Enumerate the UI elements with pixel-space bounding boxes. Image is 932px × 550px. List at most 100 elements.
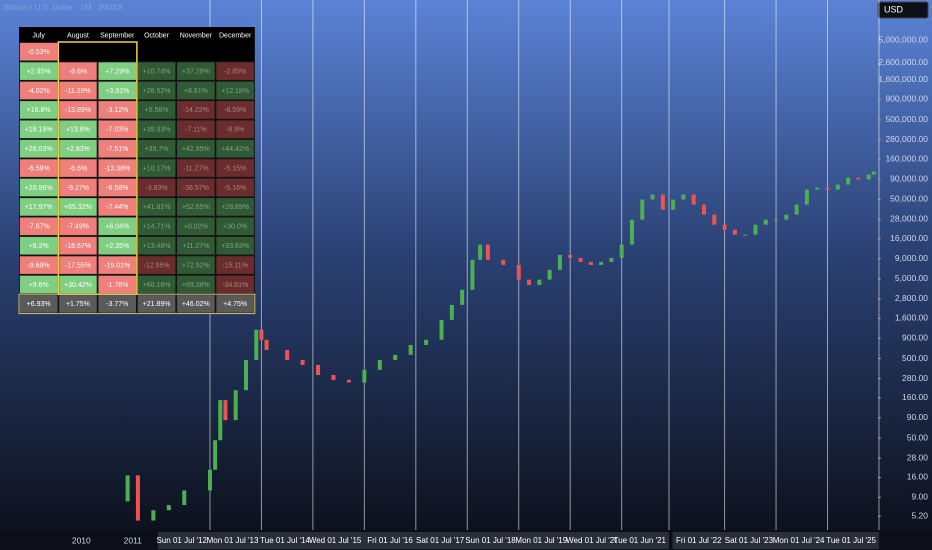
- cell-value: +2.95%: [27, 68, 51, 75]
- table-header: September: [100, 32, 135, 39]
- date-label: Tue 01 Jul '14: [260, 536, 310, 545]
- table-cell: [176, 197, 216, 217]
- candle: [166, 505, 171, 511]
- candle: [774, 219, 779, 221]
- y-tick-label: 2,800.00: [895, 293, 928, 303]
- cell-value: +28.69%: [221, 204, 249, 211]
- table-cell: [215, 274, 255, 295]
- x-tick-label: 2011: [124, 535, 143, 545]
- table-header: October: [144, 32, 170, 39]
- candle: [516, 264, 521, 280]
- table-cell: [215, 216, 255, 236]
- cell-value: -4.02%: [28, 88, 50, 95]
- currency[interactable]: USD: [884, 4, 904, 14]
- candle: [439, 319, 444, 340]
- candle: [609, 257, 614, 262]
- cell-value: -9.69%: [28, 262, 50, 269]
- candle: [501, 259, 506, 265]
- candle: [866, 174, 871, 180]
- date-label: Mon 01 Jul '24: [773, 536, 825, 545]
- table-cell: [215, 100, 255, 120]
- date-label-box: [672, 532, 725, 549]
- cell-value: -13.89%: [65, 107, 91, 114]
- candle: [815, 187, 820, 190]
- table-cell: [176, 216, 216, 236]
- candle: [285, 349, 290, 360]
- y-tick-label: 1,600,000.00: [878, 74, 928, 84]
- cell-value: -8.59%: [224, 107, 246, 114]
- table-cell: [176, 100, 216, 120]
- candle: [223, 400, 228, 421]
- cell-value: +9.6%: [29, 282, 49, 289]
- candle: [578, 257, 583, 262]
- cell-value: +13.8%: [66, 127, 90, 134]
- y-tick-label: 5.20: [911, 511, 928, 521]
- candle: [712, 214, 717, 225]
- y-tick-label: 16,000.00: [890, 233, 928, 243]
- date-label: Wed 01 Jul '20: [566, 536, 619, 545]
- cell-value: -14.22%: [183, 107, 209, 114]
- candle: [527, 279, 532, 285]
- cell-value: -3.12%: [106, 107, 128, 114]
- cell-value: +41.81%: [143, 204, 171, 211]
- table-cell: [215, 177, 255, 198]
- cell-value: +18.19%: [25, 127, 53, 134]
- cell-value: -11.27%: [183, 165, 209, 172]
- candle: [660, 194, 665, 210]
- date-label-box: [466, 532, 519, 549]
- candle: [568, 254, 573, 258]
- candle: [207, 469, 212, 491]
- date-label: Mon 01 Jul '13: [207, 536, 259, 545]
- summary-value: +4.75%: [223, 301, 247, 308]
- summary-value: +21.89%: [143, 301, 171, 308]
- cell-value: -8.6%: [69, 68, 87, 75]
- candle: [316, 364, 321, 376]
- cell-value: +37.29%: [182, 68, 210, 75]
- cell-value: -7.44%: [106, 204, 128, 211]
- date-label-box: [157, 532, 210, 549]
- table-cell: [176, 119, 216, 139]
- y-tick-label: 9.00: [911, 492, 928, 502]
- date-label-box: [415, 532, 468, 549]
- candle: [485, 244, 490, 260]
- table-cell: [215, 61, 255, 81]
- candle: [470, 259, 475, 290]
- candle: [362, 369, 367, 383]
- candle: [300, 359, 305, 365]
- cell-value: +69.38%: [182, 282, 210, 289]
- candle: [691, 194, 696, 205]
- table-cell: [176, 80, 216, 101]
- cell-value: -5.16%: [224, 185, 246, 192]
- table-header: July: [32, 32, 45, 39]
- y-tick-label: 5,000.00: [895, 273, 928, 283]
- cell-value: +52.65%: [182, 204, 210, 211]
- chart-title: Bitcoin / U.S. Dollar · 1M · INDEX: [4, 3, 124, 12]
- cell-value: -5.15%: [224, 165, 246, 172]
- cell-value: -6.6%: [69, 165, 87, 172]
- date-label-box: [260, 532, 313, 549]
- cell-value: +2.35%: [105, 243, 129, 250]
- candle: [408, 344, 413, 355]
- table-cell: [215, 119, 255, 139]
- candle: [557, 254, 562, 270]
- cell-value: +60.18%: [143, 282, 171, 289]
- cell-value: -11.29%: [65, 88, 91, 95]
- y-tick-label: 16.00: [907, 472, 929, 482]
- currency-box[interactable]: [877, 1, 929, 19]
- candle: [393, 354, 398, 360]
- date-label-box: [209, 532, 262, 549]
- cell-value: +13.48%: [143, 243, 171, 250]
- table-cell: [215, 80, 255, 101]
- summary-value: +6.93%: [27, 301, 51, 308]
- date-label: Wed 01 Jul '15: [309, 536, 362, 545]
- y-tick-label: 280,000.00: [885, 134, 928, 144]
- table-cell: [176, 274, 216, 295]
- candle: [377, 359, 382, 370]
- summary-value: -3.77%: [106, 301, 128, 308]
- candle: [629, 219, 634, 245]
- cell-value: +14.71%: [143, 224, 171, 231]
- cell-value: -6.59%: [28, 165, 50, 172]
- cell-value: +39.93%: [143, 127, 171, 134]
- date-label: Fri 01 Jul '16: [367, 536, 413, 545]
- cell-value: -18.67%: [65, 243, 91, 250]
